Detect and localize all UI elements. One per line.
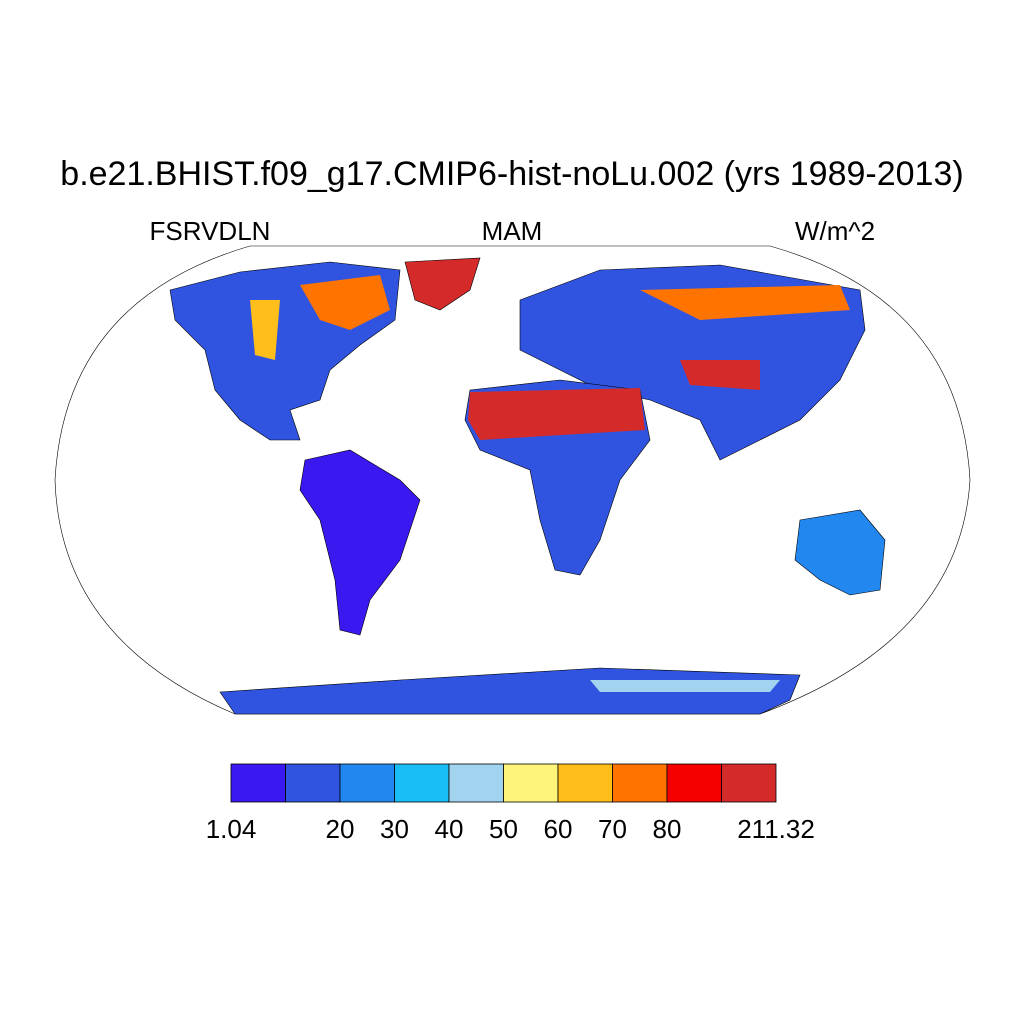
canada-bright (300, 275, 390, 330)
map (54, 245, 971, 715)
colorbar-label: 80 (653, 814, 682, 844)
colorbar-label: 60 (544, 814, 573, 844)
colorbar-label: 50 (489, 814, 518, 844)
colorbar-box (230, 763, 286, 803)
colorbar-box (666, 763, 722, 803)
south-america (299, 449, 421, 636)
colorbar-box (721, 763, 777, 803)
center-label: MAM (482, 216, 543, 246)
colorbar-box (448, 763, 504, 803)
right-label: W/m^2 (795, 216, 875, 246)
colorbar: 1.04 20 30 40 50 60 70 80 211.32 (206, 763, 815, 844)
colorbar-box (394, 763, 450, 803)
colorbar-label: 20 (326, 814, 355, 844)
antarctica (219, 667, 801, 715)
rockies-bright (250, 300, 280, 360)
colorbar-box (557, 763, 613, 803)
sahara-bright (468, 388, 645, 440)
colorbar-box (612, 763, 668, 803)
colorbar-box (503, 763, 559, 803)
colorbar-label: 1.04 (206, 814, 257, 844)
antarctica-bright (590, 680, 780, 692)
title: b.e21.BHIST.f09_g17.CMIP6-hist-noLu.002 … (60, 155, 963, 193)
colorbar-box (339, 763, 395, 803)
greenland (404, 257, 481, 311)
australia (794, 509, 886, 596)
colorbar-box (285, 763, 341, 803)
colorbar-label: 30 (380, 814, 409, 844)
colorbar-label: 40 (435, 814, 464, 844)
siberia-bright (640, 285, 850, 320)
colorbar-label: 211.32 (737, 814, 815, 844)
left-label: FSRVDLN (150, 216, 271, 246)
tibet-bright (680, 360, 760, 390)
colorbar-label: 70 (598, 814, 627, 844)
